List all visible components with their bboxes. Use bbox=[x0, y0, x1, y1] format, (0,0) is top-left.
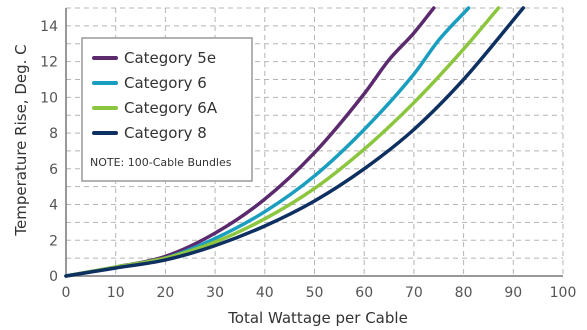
x-tick-label: 80 bbox=[455, 285, 473, 301]
x-tick-label: 50 bbox=[306, 285, 324, 301]
series-line-4 bbox=[64, 6, 525, 278]
x-axis-title: Total Wattage per Cable bbox=[227, 309, 408, 327]
x-tick-label: 20 bbox=[156, 285, 174, 301]
tick-labels: 0 10 20 30 40 50 60 70 80 90 100 0 2 4 6 8 10 12 14 bbox=[40, 19, 576, 301]
x-tick-label: 60 bbox=[355, 285, 373, 301]
x-tick-label: 70 bbox=[405, 285, 423, 301]
y-tick-label: 12 bbox=[40, 55, 58, 71]
legend-note: NOTE: 100-Cable Bundles bbox=[90, 156, 232, 169]
y-tick-label: 6 bbox=[49, 162, 58, 178]
series-lines bbox=[64, 6, 525, 278]
x-tick-label: 40 bbox=[256, 285, 274, 301]
axes bbox=[65, 8, 563, 277]
x-tick-label: 0 bbox=[62, 285, 71, 301]
legend-label: Category 8 bbox=[124, 124, 207, 142]
legend-label: Category 5e bbox=[124, 49, 216, 67]
legend-label: Category 6 bbox=[124, 74, 207, 92]
x-tick-label: 100 bbox=[550, 285, 577, 301]
y-tick-label: 8 bbox=[49, 126, 58, 142]
y-axis-title: Temperature Rise, Deg. C bbox=[12, 44, 30, 236]
y-tick-label: 0 bbox=[49, 269, 58, 285]
legend-label: Category 6A bbox=[124, 99, 218, 117]
legend: Category 5e Category 6 Category 6A Category… bbox=[81, 37, 253, 182]
y-tick-label: 2 bbox=[49, 233, 58, 249]
x-tick-label: 90 bbox=[504, 285, 522, 301]
y-tick-label: 10 bbox=[40, 90, 58, 106]
x-tick-label: 30 bbox=[206, 285, 224, 301]
y-tick-label: 4 bbox=[49, 198, 58, 214]
y-tick-label: 14 bbox=[40, 19, 58, 35]
x-tick-label: 10 bbox=[107, 285, 125, 301]
